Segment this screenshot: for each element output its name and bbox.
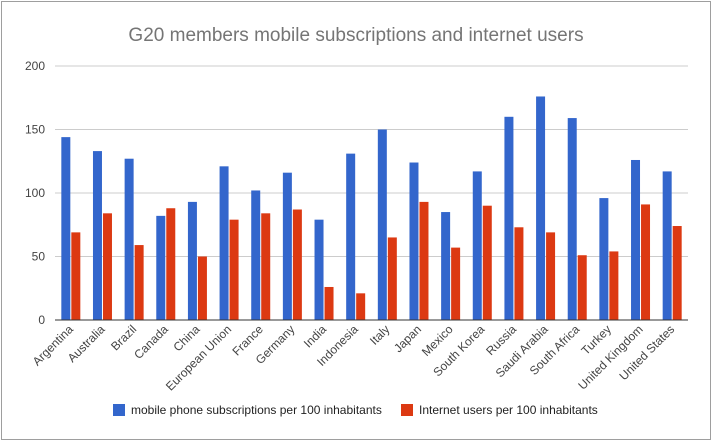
bar-internet <box>641 204 651 320</box>
bar-mobile <box>536 96 546 320</box>
legend-label: Internet users per 100 inhabitants <box>419 403 598 417</box>
bar-mobile <box>504 116 514 320</box>
x-category-label: Argentina <box>30 322 76 368</box>
bar-mobile <box>377 129 387 320</box>
bar-mobile <box>599 198 609 320</box>
bar-mobile <box>251 190 261 320</box>
bar-internet <box>387 237 397 320</box>
y-tick-label: 0 <box>38 313 45 327</box>
x-category-label: Canada <box>131 322 171 362</box>
bar-internet <box>134 245 144 320</box>
y-axis-ticks: 0 50 100 150 200 <box>25 59 45 327</box>
bar-internet <box>356 293 366 320</box>
bar-mobile <box>441 212 451 320</box>
bar-mobile <box>124 158 134 320</box>
bar-internet <box>261 213 271 320</box>
y-tick-label: 100 <box>25 186 45 200</box>
grid-lines <box>55 65 688 257</box>
bar-internet <box>577 255 587 320</box>
x-category-label: Italy <box>367 322 392 347</box>
bar-internet <box>166 208 176 320</box>
bar-mobile <box>92 151 102 320</box>
bar-internet <box>324 286 334 320</box>
bar-mobile <box>156 215 166 320</box>
x-category-label: India <box>301 322 330 351</box>
bar-mobile <box>472 171 482 320</box>
y-tick-label: 200 <box>25 59 45 73</box>
bar-mobile <box>314 219 324 320</box>
bar-internet <box>292 209 302 320</box>
bar-internet <box>419 201 429 320</box>
bar-mobile <box>662 171 672 320</box>
legend: mobile phone subscriptions per 100 inhab… <box>113 403 598 417</box>
legend-swatch <box>113 404 125 416</box>
bar-internet <box>71 232 81 320</box>
bar-internet <box>609 251 619 320</box>
bar-mobile <box>409 162 419 320</box>
bar-internet <box>672 226 682 320</box>
chart-title: G20 members mobile subscriptions and int… <box>128 25 583 46</box>
bar-internet <box>514 227 524 320</box>
bar-internet <box>546 232 556 320</box>
bar-mobile <box>282 172 292 320</box>
bar-internet <box>451 247 461 320</box>
bars <box>61 96 682 320</box>
legend-label: mobile phone subscriptions per 100 inhab… <box>131 403 382 417</box>
bar-internet <box>102 213 112 320</box>
bar-mobile <box>61 137 71 320</box>
bar-mobile <box>631 159 641 320</box>
y-tick-label: 50 <box>32 250 46 264</box>
bar-internet <box>482 205 492 320</box>
bar-internet <box>229 219 239 320</box>
bar-mobile <box>567 118 577 320</box>
bar-mobile <box>219 166 229 320</box>
bar-internet <box>197 256 207 320</box>
bar-mobile <box>346 153 356 320</box>
legend-swatch <box>401 404 413 416</box>
y-tick-label: 150 <box>25 123 45 137</box>
bar-mobile <box>187 201 197 320</box>
